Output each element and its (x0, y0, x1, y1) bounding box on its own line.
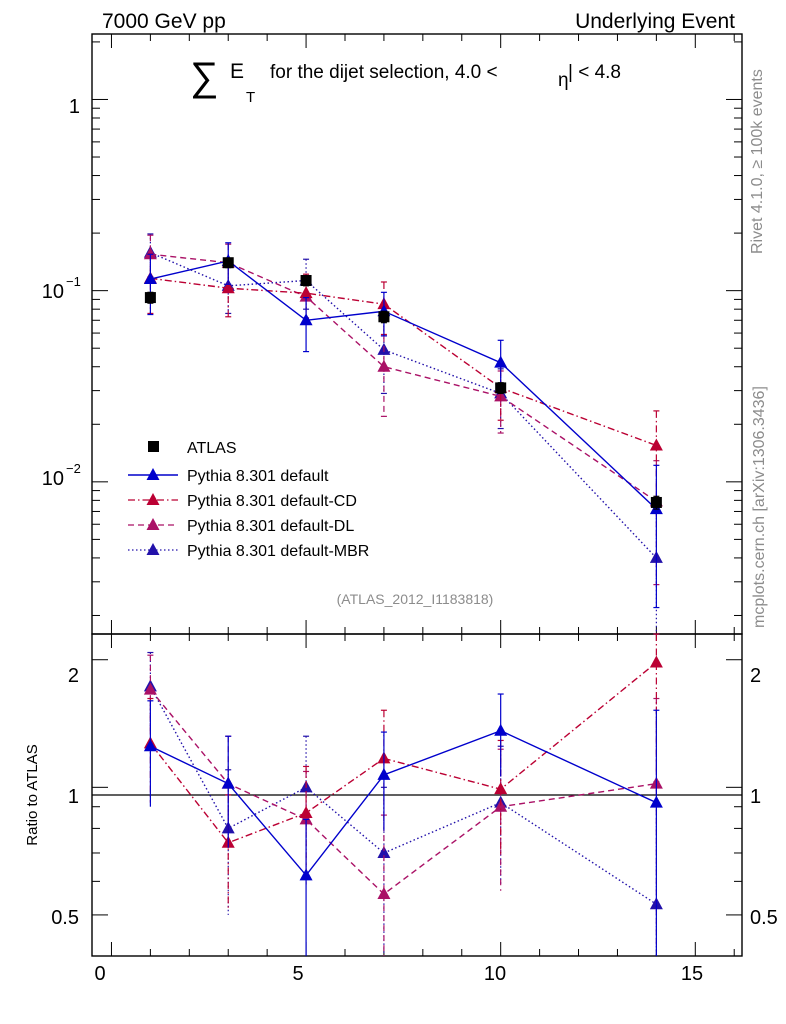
x-tick-labels: 0 5 10 15 (94, 963, 703, 985)
y-tick-label-1: 1 (69, 96, 80, 118)
ratio-line-pythia-8-301-default-cd (149, 661, 657, 844)
data-point (300, 275, 312, 287)
title-text: for the dijet selection, 4.0 < (270, 62, 498, 83)
ratio-series-pythia-8-301-default-dl (143, 654, 663, 956)
main-title: ∑ E T for the dijet selection, 4.0 < η |… (190, 55, 621, 106)
data-point (494, 355, 508, 368)
header-beam-label: 7000 GeV pp (102, 10, 226, 33)
legend: ATLAS Pythia 8.301 default Pythia 8.301 … (128, 440, 369, 560)
title-e-subscript: T (246, 89, 255, 106)
legend-label-default: Pythia 8.301 default (187, 468, 329, 485)
ratio-point (299, 812, 313, 825)
ratio-point (494, 782, 508, 795)
ratio-line-pythia-8-301-default-dl (149, 689, 657, 895)
ratio-tick-label-0.5-right: 0.5 (750, 907, 778, 929)
legend-default-marker (146, 468, 160, 480)
legend-label-dl: Pythia 8.301 default-DL (187, 518, 354, 535)
series-pythia-8-301-default-mbr (143, 233, 663, 635)
series-atlas (144, 257, 662, 510)
ratio-plot-area (143, 633, 663, 956)
data-point (299, 313, 313, 326)
ratio-point (377, 887, 391, 900)
axis-ticks (92, 34, 742, 956)
legend-entry-default: Pythia 8.301 default (128, 468, 329, 485)
y-tick-label-0.01-exp: −2 (66, 461, 81, 476)
data-point (495, 382, 507, 394)
ratio-tick-label-0.5: 0.5 (51, 907, 79, 929)
ratio-axis-label: Ratio to ATLAS (24, 744, 41, 845)
ratio-point (494, 723, 508, 736)
title-e: E (230, 60, 244, 83)
main-y-tick-labels: 1 10 −1 10 −2 (42, 96, 81, 490)
legend-dl-marker (146, 518, 160, 530)
main-plot-area (143, 233, 663, 635)
data-point (378, 311, 390, 323)
ratio-tick-label-2-right: 2 (750, 665, 761, 687)
ratio-point (494, 799, 508, 812)
ratio-series-pythia-8-301-default (143, 693, 663, 956)
ratio-series-pythia-8-301-default-cd (143, 633, 663, 908)
data-point (221, 281, 235, 294)
y-tick-label-0.1: 10 (42, 281, 64, 303)
ratio-point (377, 845, 391, 858)
data-point (377, 359, 391, 372)
title-tail: | < 4.8 (568, 62, 621, 83)
ratio-line-pythia-8-301-default-mbr (149, 686, 657, 905)
ratio-series-pythia-8-301-default-mbr (143, 651, 663, 956)
ratio-point (143, 739, 157, 752)
data-point (222, 257, 234, 269)
data-point (143, 272, 157, 285)
ratio-line-pythia-8-301-default (150, 729, 657, 877)
ratio-tick-label-1-right: 1 (750, 786, 761, 808)
rivet-version-label: Rivet 4.1.0, ≥ 100k events (749, 69, 766, 254)
ratio-tick-label-1: 1 (68, 786, 79, 808)
ratio-y-tick-labels: 2 1 0.5 2 1 0.5 (51, 665, 778, 929)
title-eta: η (558, 70, 569, 91)
data-point (650, 496, 662, 508)
ratio-point (649, 655, 663, 668)
series-line-pythia-8-301-default-cd (150, 277, 657, 447)
header-process-label: Underlying Event (575, 10, 735, 33)
x-tick-label-10: 10 (484, 963, 506, 985)
x-tick-label-15: 15 (681, 963, 703, 985)
ratio-point (649, 795, 663, 808)
legend-label-atlas: ATLAS (187, 440, 237, 457)
legend-label-mbr: Pythia 8.301 default-MBR (187, 543, 369, 560)
data-point (649, 438, 663, 451)
ratio-tick-label-2: 2 (68, 665, 79, 687)
x-tick-label-5: 5 (292, 963, 303, 985)
legend-entry-cd: Pythia 8.301 default-CD (128, 493, 357, 510)
ratio-point (377, 767, 391, 780)
ratio-point (143, 682, 157, 695)
series-line-pythia-8-301-default-mbr (150, 252, 657, 559)
series-line-pythia-8-301-default (150, 260, 657, 510)
y-tick-label-0.1-exp: −1 (66, 274, 81, 289)
data-point (144, 292, 156, 304)
legend-cd-marker (146, 493, 160, 505)
analysis-tag: (ATLAS_2012_I1183818) (337, 591, 494, 607)
ratio-point (299, 868, 313, 881)
x-tick-label-0: 0 (94, 963, 105, 985)
legend-entry-dl: Pythia 8.301 default-DL (128, 518, 354, 535)
mcplots-credit-label: mcplots.cern.ch [arXiv:1306.3436] (751, 386, 768, 628)
legend-mbr-marker (146, 543, 160, 555)
ratio-point (299, 805, 313, 818)
legend-entry-mbr: Pythia 8.301 default-MBR (128, 543, 369, 560)
ratio-point (221, 776, 235, 789)
data-point (299, 286, 313, 299)
title-sum-symbol: ∑ (190, 55, 219, 99)
series-line-pythia-8-301-default-dl (150, 253, 657, 502)
legend-label-cd: Pythia 8.301 default-CD (187, 493, 357, 510)
legend-atlas-marker (148, 441, 159, 452)
legend-entry-atlas: ATLAS (148, 440, 237, 457)
y-tick-label-0.01: 10 (42, 468, 64, 490)
